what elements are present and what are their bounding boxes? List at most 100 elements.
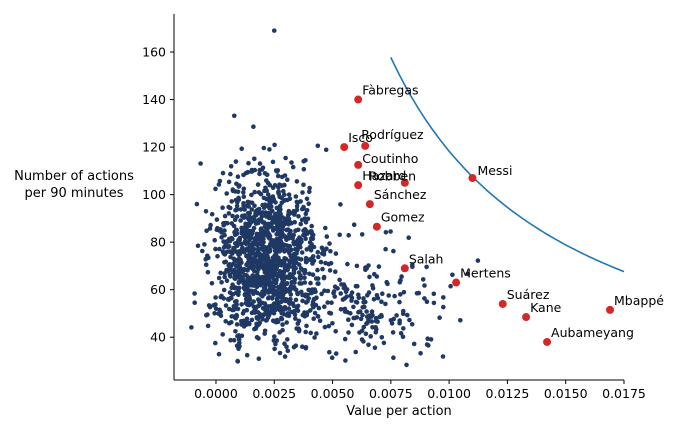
background-point <box>302 227 308 232</box>
background-point <box>267 195 273 201</box>
background-point <box>384 279 390 285</box>
background-point <box>252 189 257 195</box>
background-point <box>361 296 366 301</box>
background-point <box>431 300 437 306</box>
background-point <box>315 249 321 255</box>
background-point <box>271 28 277 33</box>
background-point <box>411 341 417 347</box>
background-point <box>425 336 431 342</box>
background-point <box>379 299 384 305</box>
background-point <box>241 308 247 314</box>
background-point <box>342 309 348 314</box>
background-point <box>212 311 217 316</box>
background-point <box>327 241 332 246</box>
background-point <box>437 315 442 321</box>
background-point <box>223 319 228 324</box>
background-point <box>232 232 238 238</box>
background-point <box>271 284 277 290</box>
background-point <box>290 236 296 241</box>
player-point <box>372 222 381 231</box>
background-point <box>254 231 260 237</box>
background-point <box>409 322 415 327</box>
background-point <box>242 272 248 278</box>
background-point <box>213 186 218 192</box>
background-point <box>257 298 262 303</box>
background-point <box>241 285 247 291</box>
background-point <box>207 226 213 231</box>
y-tick-label: 120 <box>142 140 166 155</box>
background-point <box>353 349 359 355</box>
background-point <box>346 317 351 323</box>
background-point <box>220 205 225 210</box>
background-point <box>239 241 244 247</box>
background-point <box>250 279 256 285</box>
background-point <box>250 228 256 234</box>
background-point <box>255 261 261 267</box>
background-point <box>223 303 229 308</box>
background-point <box>220 170 226 176</box>
background-point <box>286 222 292 227</box>
background-point <box>342 336 348 342</box>
background-point <box>304 196 310 202</box>
y-axis-label-line-1: Number of actions <box>14 169 134 184</box>
background-point <box>246 228 252 234</box>
background-point <box>317 318 323 324</box>
x-tick-label: 0.0100 <box>427 386 471 401</box>
background-point <box>254 270 260 275</box>
background-point <box>252 276 258 281</box>
background-point <box>422 296 427 301</box>
background-point <box>355 283 360 289</box>
background-point <box>234 312 239 318</box>
background-point <box>298 257 304 262</box>
x-tick-label: 0.0075 <box>369 386 413 401</box>
background-point <box>401 326 406 331</box>
background-point <box>278 260 283 265</box>
background-point <box>363 331 369 337</box>
background-point <box>228 337 233 343</box>
background-point <box>275 168 281 173</box>
background-point <box>302 267 308 273</box>
background-point <box>333 329 339 334</box>
background-point <box>246 293 252 299</box>
background-point <box>349 295 355 301</box>
background-point <box>282 282 287 288</box>
background-point <box>287 262 292 268</box>
background-point <box>252 259 257 265</box>
background-point <box>312 335 317 340</box>
background-point <box>298 221 304 227</box>
background-point <box>209 211 215 217</box>
background-point <box>217 178 223 184</box>
player-label: Robben <box>369 169 416 184</box>
background-point <box>394 313 399 318</box>
player-point <box>452 278 461 287</box>
background-point <box>287 301 293 306</box>
background-point <box>282 192 287 197</box>
background-point <box>241 280 246 286</box>
background-point <box>293 255 298 260</box>
background-point <box>315 281 321 286</box>
background-point <box>239 146 244 151</box>
background-point <box>238 257 243 263</box>
background-point <box>275 173 281 179</box>
background-point <box>282 286 288 291</box>
background-point <box>298 266 304 271</box>
background-point <box>373 330 379 335</box>
background-point <box>192 291 197 296</box>
background-point <box>306 201 312 206</box>
axes: 0.0000 0.0025 0.0050 0.0075 0.0100 0.0125 0.01… <box>142 14 646 401</box>
background-point <box>303 345 309 350</box>
background-point <box>212 237 217 243</box>
background-point <box>221 239 226 244</box>
background-point <box>406 235 412 240</box>
background-point <box>359 232 365 237</box>
background-point <box>349 290 355 295</box>
background-point <box>379 335 385 340</box>
background-point <box>293 287 299 293</box>
background-point <box>228 274 233 279</box>
background-point <box>235 359 241 364</box>
background-point <box>209 281 215 286</box>
background-point <box>369 309 375 314</box>
background-point <box>287 243 293 249</box>
